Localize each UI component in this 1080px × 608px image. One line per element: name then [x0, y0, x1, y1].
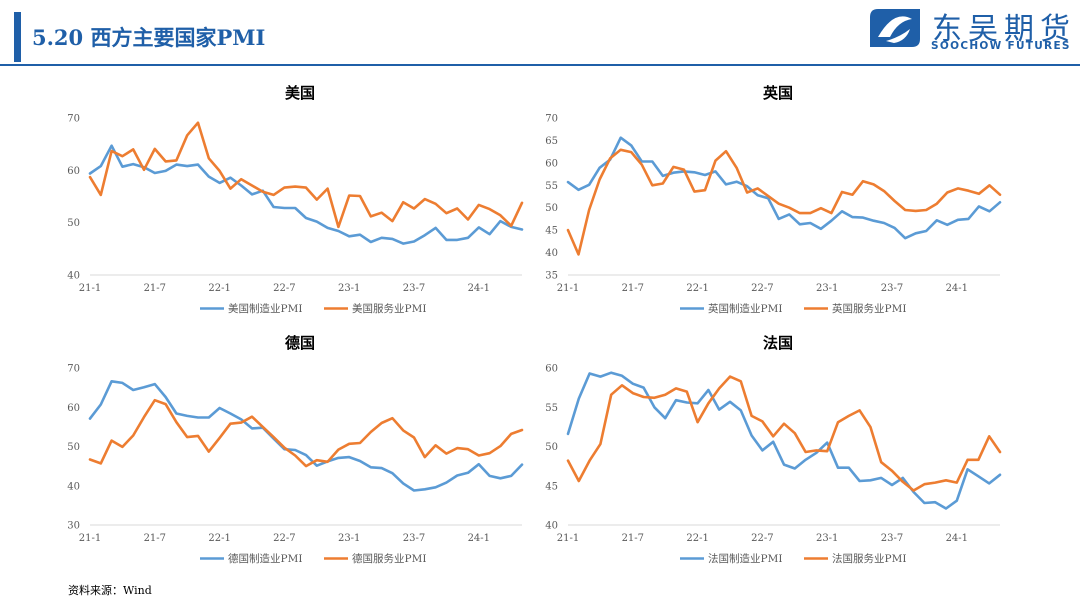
- legend-label: 德国服务业PMI: [352, 552, 426, 565]
- x-tick-label: 24-1: [468, 283, 490, 294]
- legend-label: 英国服务业PMI: [832, 302, 906, 315]
- x-tick-label: 23-7: [403, 533, 425, 544]
- y-tick-label: 50: [545, 442, 558, 453]
- x-tick-label: 21-1: [79, 283, 101, 294]
- series-line: [566, 148, 1002, 256]
- x-tick-label: 21-7: [144, 533, 166, 544]
- y-tick-label: 60: [545, 158, 558, 169]
- chart-germany: 德国 30 40 50 60 70 21-1 21-7 22-1 22-7 23-1 23-7 24-1…: [67, 334, 524, 565]
- x-tick-label: 23-7: [881, 283, 903, 294]
- brand-name-en: SOOCHOW FUTURES: [931, 40, 1071, 52]
- chart-uk: 英国 35 40 45 50 55 60 65 70 21-1 21-7 22-1 22-7 23-1 23…: [545, 84, 1002, 315]
- chart-title: 法国: [763, 334, 793, 352]
- series-line: [566, 375, 1002, 492]
- y-tick-label: 40: [67, 481, 80, 492]
- y-tick-label: 55: [545, 181, 558, 192]
- x-tick-label: 21-1: [79, 533, 101, 544]
- x-tick-label: 21-7: [144, 283, 166, 294]
- legend-label: 法国制造业PMI: [708, 552, 782, 565]
- data-source-note: 资料来源：Wind: [68, 584, 152, 597]
- x-tick-label: 24-1: [946, 283, 968, 294]
- y-tick-label: 70: [545, 114, 558, 125]
- x-tick-label: 22-7: [751, 533, 773, 544]
- x-tick-label: 22-1: [208, 533, 230, 544]
- series-line: [88, 121, 524, 229]
- x-tick-label: 22-7: [273, 533, 295, 544]
- y-tick-label: 50: [67, 218, 80, 229]
- series-line: [88, 144, 524, 245]
- chart-usa: 美国 40 50 60 70 21-1 21-7 22-1 22-7 23-1 23-7 24-1 美国…: [67, 84, 524, 315]
- y-tick-label: 60: [67, 166, 80, 177]
- y-tick-label: 70: [67, 114, 80, 125]
- y-tick-label: 70: [67, 364, 80, 375]
- legend-label: 德国制造业PMI: [228, 552, 302, 565]
- y-tick-label: 45: [545, 226, 558, 237]
- y-tick-label: 40: [545, 248, 558, 259]
- x-tick-label: 21-1: [557, 533, 579, 544]
- x-tick-label: 23-1: [816, 283, 838, 294]
- chart-france: 法国 40 45 50 55 60 21-1 21-7 22-1 22-7 23-1 23-7 24-1…: [545, 334, 1002, 565]
- page-title: 5.20 西方主要国家PMI: [32, 25, 266, 50]
- y-tick-label: 35: [545, 271, 558, 282]
- x-tick-label: 21-7: [622, 533, 644, 544]
- y-tick-label: 50: [67, 442, 80, 453]
- x-tick-label: 21-1: [557, 283, 579, 294]
- y-tick-label: 30: [67, 521, 80, 532]
- series-line: [88, 398, 524, 468]
- y-tick-label: 45: [545, 481, 558, 492]
- y-tick-label: 65: [545, 136, 558, 147]
- soochow-logo-icon: [870, 9, 920, 47]
- x-tick-label: 24-1: [946, 533, 968, 544]
- x-tick-label: 22-7: [273, 283, 295, 294]
- y-tick-label: 50: [545, 203, 558, 214]
- x-tick-label: 23-1: [338, 283, 360, 294]
- x-tick-label: 23-1: [816, 533, 838, 544]
- chart-title: 美国: [285, 84, 315, 102]
- chart-title: 德国: [285, 334, 315, 352]
- x-tick-label: 22-7: [751, 283, 773, 294]
- legend-label: 美国服务业PMI: [352, 302, 426, 315]
- header-divider: [0, 64, 1080, 66]
- x-tick-label: 22-1: [686, 283, 708, 294]
- x-tick-label: 24-1: [468, 533, 490, 544]
- title-accent-bar: [14, 12, 21, 62]
- x-tick-label: 22-1: [208, 283, 230, 294]
- y-tick-label: 40: [545, 521, 558, 532]
- x-tick-label: 23-1: [338, 533, 360, 544]
- x-tick-label: 22-1: [686, 533, 708, 544]
- series-line: [566, 371, 1002, 510]
- y-tick-label: 40: [67, 271, 80, 282]
- y-tick-label: 60: [67, 403, 80, 414]
- brand-name-cn: 东吴期货: [932, 12, 1076, 47]
- y-tick-label: 55: [545, 403, 558, 414]
- legend-label: 美国制造业PMI: [228, 302, 302, 315]
- legend-label: 法国服务业PMI: [832, 552, 906, 565]
- x-tick-label: 21-7: [622, 283, 644, 294]
- header: 5.20 西方主要国家PMI 东吴期货 SOOCHOW FUTURES: [0, 0, 1080, 72]
- chart-title: 英国: [763, 84, 793, 102]
- series-line: [566, 136, 1002, 240]
- y-tick-label: 60: [545, 364, 558, 375]
- x-tick-label: 23-7: [881, 533, 903, 544]
- x-tick-label: 23-7: [403, 283, 425, 294]
- series-line: [88, 379, 524, 492]
- legend-label: 英国制造业PMI: [708, 302, 782, 315]
